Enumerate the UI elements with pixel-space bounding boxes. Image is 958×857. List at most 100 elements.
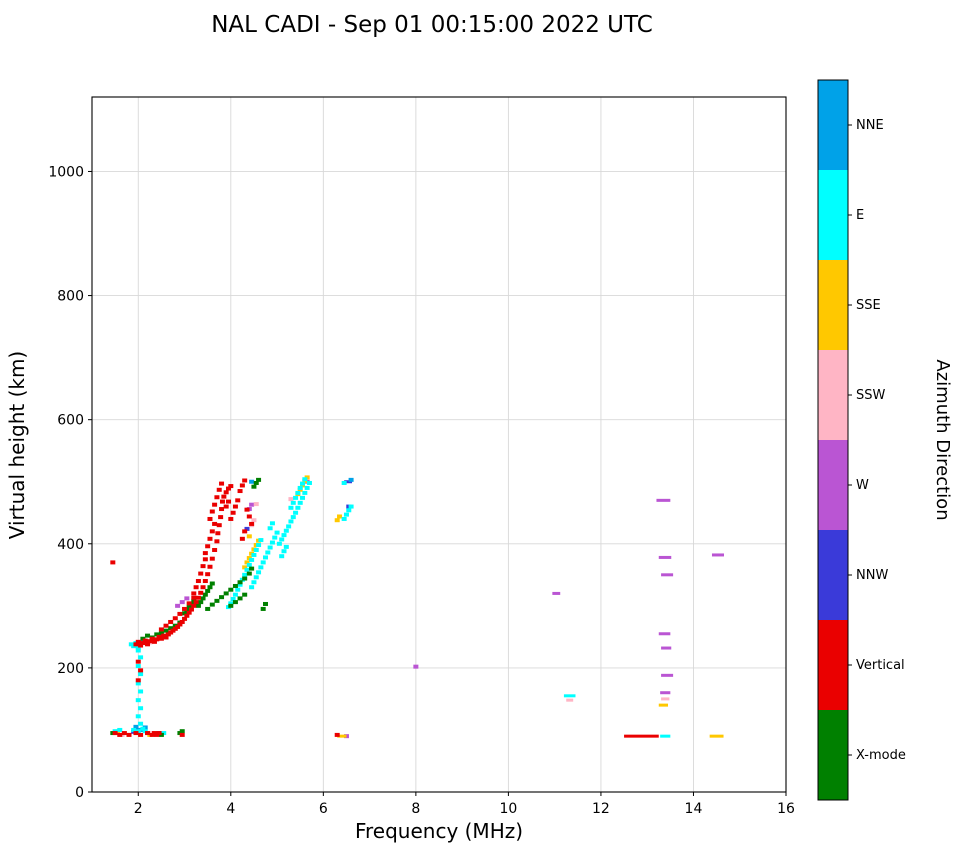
- scatter-point-vertical: [219, 499, 225, 504]
- scatter-point-sse: [244, 560, 250, 565]
- scatter-point-e: [276, 541, 282, 546]
- scatter-segment-sse: [709, 734, 724, 738]
- scatter-point-e: [135, 698, 141, 703]
- colorbar-tick-label-nnw: NNW: [856, 568, 888, 583]
- scatter-point-vertical: [135, 659, 141, 664]
- scatter-point-e: [256, 570, 262, 575]
- scatter-point-e: [138, 721, 144, 726]
- scatter-point-e: [242, 572, 248, 577]
- scatter-point-vertical: [228, 516, 234, 521]
- scatter-point-vertical: [235, 498, 241, 503]
- scatter-point-e: [258, 565, 264, 570]
- scatter-point-vertical: [140, 641, 146, 646]
- scatter-segment-nnw: [344, 480, 353, 484]
- scatter-point-x-mode: [205, 588, 211, 593]
- colorbar-segment-vertical: [818, 620, 848, 710]
- scatter-point-vertical: [214, 539, 220, 544]
- scatter-point-e: [341, 480, 347, 485]
- scatter-segment-vertical: [624, 734, 659, 738]
- scatter-point-vertical: [242, 478, 248, 483]
- colorbar-tick-label-e: E: [856, 208, 864, 223]
- colorbar-tick-label-sse: SSE: [856, 298, 881, 313]
- colorbar-tick-label-ssw: SSW: [856, 388, 886, 403]
- colorbar-tick-label-x-mode: X-mode: [856, 748, 906, 763]
- scatter-point-e: [269, 521, 275, 526]
- scatter-point-vertical: [214, 495, 220, 500]
- scatter-point-vertical: [135, 639, 141, 644]
- scatter-point-e: [290, 515, 296, 520]
- scatter-point-vertical: [205, 572, 211, 577]
- scatter-point-e: [267, 526, 273, 531]
- y-tick-label: 600: [57, 413, 84, 429]
- scatter-point-vertical: [218, 515, 224, 520]
- scatter-point-vertical: [172, 616, 178, 621]
- scatter-point-vertical: [186, 610, 192, 615]
- scatter-point-vertical: [198, 590, 204, 595]
- scatter-point-x-mode: [263, 601, 268, 606]
- scatter-point-vertical: [112, 731, 118, 736]
- scatter-point-x-mode: [154, 632, 160, 637]
- scatter-point-e: [304, 485, 310, 490]
- scatter-point-e: [279, 554, 285, 559]
- scatter-point-e: [300, 495, 306, 500]
- scatter-point-x-mode: [251, 484, 257, 489]
- colorbar-tick-label-w: W: [856, 478, 869, 493]
- scatter-point-x-mode: [209, 602, 215, 607]
- scatter-point-vertical: [246, 514, 252, 519]
- scatter-point-vertical: [334, 732, 340, 737]
- scatter-point-e: [346, 508, 352, 513]
- scatter-point-e: [297, 485, 303, 490]
- scatter-point-vertical: [182, 606, 188, 611]
- scatter-point-e: [288, 519, 294, 524]
- scatter-point-w: [175, 603, 181, 608]
- scatter-point-x-mode: [182, 611, 188, 616]
- scatter-point-e: [265, 550, 271, 555]
- scatter-point-vertical: [175, 624, 181, 629]
- scatter-point-w: [249, 502, 255, 507]
- scatter-point-vertical: [163, 623, 169, 628]
- y-tick-label: 400: [57, 537, 84, 553]
- scatter-point-vertical: [225, 486, 231, 491]
- scatter-point-vertical: [212, 502, 218, 507]
- scatter-point-e: [249, 585, 255, 590]
- scatter-point-vertical: [202, 551, 208, 556]
- x-tick-label: 14: [685, 801, 703, 817]
- scatter-point-sse: [242, 565, 248, 570]
- scatter-point-vertical: [221, 494, 227, 499]
- scatter-point-e: [283, 544, 289, 549]
- scatter-point-e: [258, 538, 264, 543]
- scatter-point-vertical: [195, 579, 201, 584]
- x-axis-label: Frequency (MHz): [355, 819, 523, 843]
- scatter-segment-w: [656, 498, 671, 502]
- y-axis-label: Virtual height (km): [5, 351, 29, 540]
- scatter-point-x-mode: [158, 631, 164, 636]
- colorbar-tick-label-vertical: Vertical: [856, 658, 905, 673]
- scatter-point-vertical: [138, 643, 144, 648]
- x-tick-label: 6: [319, 801, 328, 817]
- scatter-point-e: [290, 500, 296, 505]
- scatter-point-e: [228, 601, 234, 606]
- scatter-point-vertical: [186, 601, 192, 606]
- scatter-point-e: [283, 528, 289, 533]
- scatter-point-vertical: [215, 531, 221, 536]
- scatter-point-x-mode: [237, 596, 243, 601]
- scatter-point-e: [135, 681, 141, 686]
- scatter-point-x-mode: [214, 598, 220, 603]
- scatter-point-vertical: [230, 510, 236, 515]
- scatter-point-vertical: [163, 635, 169, 640]
- scatter-point-e: [348, 504, 354, 509]
- scatter-point-x-mode: [260, 606, 266, 611]
- scatter-point-vertical: [207, 564, 213, 569]
- scatter-point-x-mode: [205, 606, 211, 611]
- scatter-point-vertical: [138, 732, 144, 737]
- scatter-point-vertical: [225, 499, 231, 504]
- scatter-point-e: [302, 490, 308, 495]
- x-tick-label: 8: [411, 801, 420, 817]
- scatter-segment-w: [661, 573, 674, 577]
- scatter-point-e: [135, 714, 141, 719]
- scatter-segment-w: [711, 553, 725, 557]
- y-tick-label: 200: [57, 661, 84, 677]
- scatter-segment-w: [661, 673, 674, 677]
